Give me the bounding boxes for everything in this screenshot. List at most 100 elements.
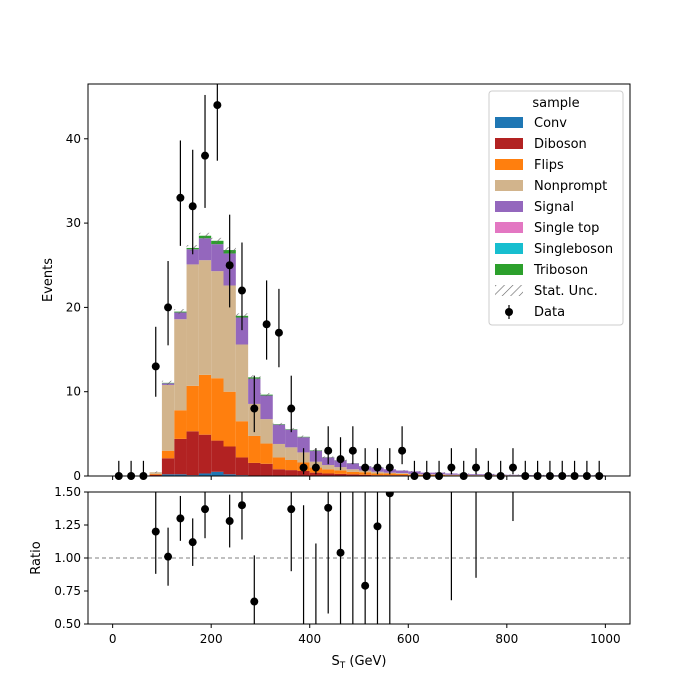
bar [223,285,236,392]
y-tick-label: 1.25 [54,518,81,532]
legend-item: Flips [495,158,564,173]
bar [211,378,224,441]
y-tick-label: 30 [66,216,81,230]
bar [186,264,199,386]
bar [198,434,212,474]
legend-title: sample [532,96,579,111]
bar [174,319,187,411]
bottom-y-ticks: 0.50 0.75 1.00 1.25 1.50 [54,485,88,631]
data-point [225,261,234,270]
y-tick-label: 10 [66,385,81,399]
x-tick-label: 600 [397,632,420,646]
bar [334,473,347,476]
bar [235,457,249,476]
legend-swatch [495,243,523,254]
data-point [176,193,185,202]
bar [223,474,236,476]
legend-swatch [495,117,523,128]
bar [322,469,335,474]
legend-swatch [495,285,523,296]
bar [174,312,187,320]
bar [248,435,261,463]
data-point [151,362,160,371]
bar [260,395,273,420]
bar [235,317,249,345]
bar [174,410,187,439]
ratio-panel: 0 200 400 600 800 1000 0.50 0.75 1.00 1.25 1.50 R… [29,485,631,671]
bar [371,473,384,476]
stat-unc-bin [161,380,175,385]
bar [198,238,212,261]
data-point [324,446,333,455]
top-x-ticks [112,476,606,480]
data-point [287,404,296,413]
data-point [385,463,394,472]
bar [161,384,175,451]
bar [272,457,286,470]
legend-item: Signal [495,200,574,215]
bar [346,469,359,472]
legend-label: Single top [534,221,599,236]
legend-item: Stat. Unc. [495,284,598,299]
legend-swatch [495,138,523,149]
data-point [398,446,407,455]
data-points [114,84,604,480]
x-axis-label-subscript: T [339,661,346,671]
bar [285,459,298,471]
y-tick-label: 0.50 [54,617,81,631]
data-point [361,463,370,472]
bar [186,385,199,432]
data-point [299,463,308,472]
top-y-axis-label: Events [41,258,56,302]
legend-item: Diboson [495,137,587,152]
legend-label: Flips [534,158,564,173]
x-tick-label: 1000 [590,632,621,646]
data-point [336,455,345,464]
data-point [472,463,481,472]
bar [174,438,187,475]
bar [260,419,273,444]
main-histogram-panel: 0 10 20 30 40 Events [41,83,631,483]
legend-label: Signal [534,200,574,215]
y-tick-label: 0 [73,469,81,483]
data-point [373,463,382,472]
x-tick-label: 800 [495,632,518,646]
bar [346,474,359,476]
ratio-point [385,492,394,498]
legend-item: Data [505,305,565,320]
bar [161,458,175,475]
legend: sample Conv Diboson Flips Nonprompt Signal Si… [488,90,624,326]
ratio-point [225,517,234,526]
bar [161,450,175,459]
bar [334,470,347,474]
x-tick-label: 400 [298,632,321,646]
ratio-point [287,505,296,514]
stat-unc-bin [272,422,286,426]
legend-item: Triboson [495,263,588,278]
ratio-points [151,492,514,624]
stat-unc-bin [395,470,409,471]
legend-marker [505,308,513,316]
bar [198,473,212,476]
stat-unc-bin [506,474,520,476]
legend-label: Singleboson [534,242,613,257]
ratio-point [361,581,370,590]
data-point [250,404,259,413]
bar [346,471,359,475]
data-point [164,303,173,312]
legend-label: Nonprompt [534,179,607,194]
bar [285,429,298,448]
bar [223,446,236,475]
bar [235,344,249,422]
bar [149,473,162,475]
bar [235,421,249,458]
data-point [508,463,517,472]
bar [272,469,286,476]
legend-swatch [495,159,523,170]
bar [346,463,359,470]
bar [297,437,310,453]
legend-label: Data [534,305,565,320]
bar [161,474,175,476]
bar [395,470,409,474]
x-axis-label-unit: (GeV) [345,654,386,669]
